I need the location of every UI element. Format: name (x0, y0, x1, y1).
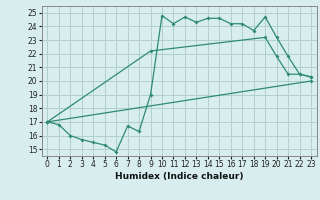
X-axis label: Humidex (Indice chaleur): Humidex (Indice chaleur) (115, 172, 244, 181)
